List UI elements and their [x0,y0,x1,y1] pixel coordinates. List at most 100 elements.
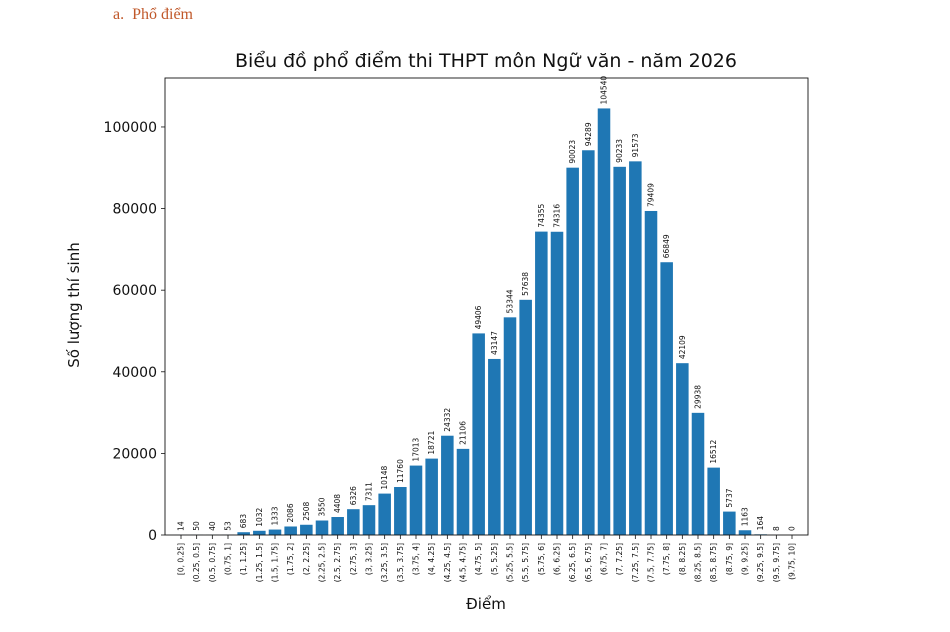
y-tick-label: 100000 [104,120,157,136]
data-label: 10148 [380,466,389,490]
x-tick-label: (7.5, 7.75] [647,543,656,582]
data-label: 18721 [427,431,436,455]
data-label: 6326 [349,486,358,505]
data-label: 683 [239,514,248,529]
bar [456,448,470,535]
x-tick-label: (4.75, 5] [474,543,483,575]
bar [253,530,266,535]
x-tick-label: (0.5, 0.75] [208,543,217,582]
x-tick-label: (2.5, 2.75] [333,543,342,582]
bar [503,317,517,535]
x-tick-label: [0, 0.25] [177,543,186,575]
data-label: 21106 [459,421,468,445]
chart-title: Biểu đồ phổ điểm thi THPT môn Ngữ văn - … [235,50,737,72]
bar [644,210,658,536]
x-tick-label: (3, 3.25] [365,543,374,575]
x-tick-label: (9.5, 9.75] [772,543,781,582]
data-label: 42109 [678,335,687,359]
bar [284,526,297,535]
x-tick-label: (7, 7.25] [615,543,624,575]
data-label: 66849 [662,234,671,258]
data-label: 0 [788,526,797,531]
bar [535,231,548,535]
section-heading-marker: a. [113,6,125,23]
x-axis-label: Điểm [466,595,506,613]
bar [566,167,579,535]
x-tick-label: (0.75, 1] [224,543,233,575]
bar [488,358,501,535]
bar [347,509,360,535]
data-label: 104540 [600,76,609,105]
data-label: 1163 [741,507,750,526]
x-tick-label: (5, 5.25] [490,543,499,575]
data-label: 24332 [443,408,452,432]
bar [268,529,282,535]
bar [394,487,407,535]
data-label: 90023 [568,140,577,164]
data-label: 74316 [553,204,562,228]
data-label: 2086 [286,503,295,522]
data-label: 79409 [647,183,656,207]
x-tick-label: (8.25, 8.5] [694,543,703,582]
bar [597,108,611,536]
data-label: 5737 [725,488,734,507]
x-tick-label: (6.75, 7] [600,543,609,575]
data-label: 14 [177,521,186,531]
x-tick-label: (2.25, 2.5] [318,543,327,582]
bar [691,412,705,535]
x-tick-label: (7.75, 8] [662,543,671,575]
bar [550,231,564,536]
y-tick-label: 40000 [112,365,157,381]
data-label: 53 [224,521,233,531]
x-tick-label: (3.75, 4] [412,543,421,575]
bar [676,363,689,535]
data-label: 11760 [396,459,405,483]
y-tick-label: 0 [148,528,157,544]
x-tick-label: (1.5, 1.75] [271,543,280,582]
bar [707,467,720,535]
data-label: 50 [192,521,201,531]
bar [362,505,376,535]
x-tick-label: (2, 2.25] [302,543,311,575]
bar [723,511,736,535]
x-tick-label: (7.25, 7.5] [631,543,640,582]
bar [613,166,626,535]
bar [378,493,391,535]
data-label: 3550 [318,497,327,516]
bar [472,333,485,535]
y-tick-label: 80000 [112,202,157,218]
data-label: 1333 [271,506,280,525]
bar [629,161,642,535]
data-label: 91573 [631,133,640,157]
x-tick-label: (8.5, 8.75] [709,543,718,582]
data-label: 17013 [412,437,421,461]
x-tick-label: (3.5, 3.75] [396,543,405,582]
x-tick-label: (6, 6.25] [553,543,562,575]
x-tick-label: (1.25, 1.5] [255,543,264,582]
bar [441,435,454,535]
data-label: 4408 [333,494,342,513]
data-label: 90233 [615,139,624,163]
x-tick-label: (8, 8.25] [678,543,687,575]
x-tick-label: (4.5, 4.75] [459,543,468,582]
plot-frame [164,77,809,536]
x-tick-label: (5.25, 5.5] [506,543,515,582]
x-tick-label: (2.75, 3] [349,543,358,575]
data-label: 16512 [709,440,718,464]
bar [300,524,313,535]
x-tick-label: (3.25, 3.5] [380,543,389,582]
x-tick-label: (4.25, 4.5] [443,543,452,582]
data-label: 29938 [694,385,703,409]
x-tick-label: (9.75, 10] [788,543,797,580]
section-heading: a. Phổ điểm [113,6,193,24]
data-label: 1032 [255,507,264,526]
section-heading-text: Phổ điểm [132,6,193,23]
bar [519,299,532,535]
x-tick-label: (6.5, 6.75] [584,543,593,582]
x-tick-label: (1.75, 2] [286,543,295,575]
y-axis-label: Số lượng thí sinh [65,242,83,367]
x-tick-label: (5.75, 6] [537,543,546,575]
bar [237,532,250,535]
plot-area: 14 [0, 0.25] 50 (0.25, 0.5] 40 (0.5, 0.75] 53 (… [104,76,809,582]
